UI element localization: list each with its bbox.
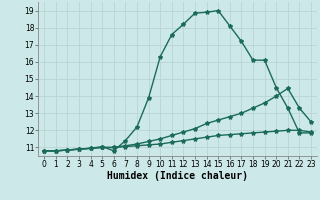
X-axis label: Humidex (Indice chaleur): Humidex (Indice chaleur) <box>107 171 248 181</box>
